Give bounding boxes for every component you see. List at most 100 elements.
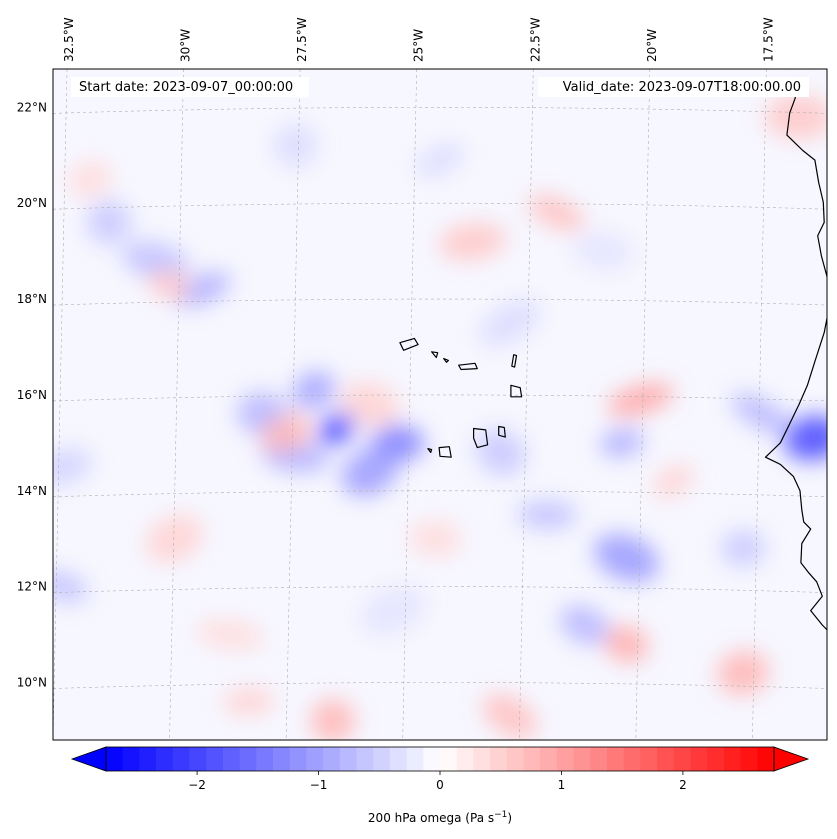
lat-tick-label: 18°N xyxy=(17,292,47,306)
omega-blob xyxy=(340,381,400,428)
colorbar-swatch xyxy=(707,747,725,771)
colorbar-swatch xyxy=(623,747,641,771)
omega-blob xyxy=(783,415,827,461)
omega-blob xyxy=(361,586,426,635)
meridian-line xyxy=(169,69,184,740)
omega-blob xyxy=(68,160,112,199)
omega-blob xyxy=(482,693,537,739)
omega-blob xyxy=(409,520,462,557)
omega-blob xyxy=(260,414,312,453)
lon-tick-label: 17.5°W xyxy=(761,17,775,62)
omega-blob xyxy=(517,500,578,529)
omega-blob xyxy=(222,687,275,716)
colorbar-swatch xyxy=(139,747,157,771)
colorbar-tick-label: 0 xyxy=(436,778,444,792)
lat-tick-label: 10°N xyxy=(17,675,47,689)
lat-tick-label: 12°N xyxy=(17,580,47,594)
colorbar-swatch xyxy=(673,747,691,771)
omega-blob xyxy=(717,650,769,696)
colorbar-swatch xyxy=(189,747,207,771)
omega-blob xyxy=(731,393,792,435)
longitude-ticks: 32.5°W 30°W 27.5°W 25°W 22.5°W 20°W 17.5°W xyxy=(62,17,775,62)
island-outline xyxy=(443,357,449,363)
colorbar-swatch xyxy=(206,747,224,771)
colorbar-swatch xyxy=(122,747,140,771)
island-outline xyxy=(427,448,433,453)
valid-date-box xyxy=(538,77,809,97)
latitude-ticks: 10°N 12°N 14°N 16°N 18°N 20°N 22°N xyxy=(17,100,47,689)
lon-tick-label: 25°W xyxy=(412,29,426,62)
colorbar-swatch xyxy=(323,747,341,771)
omega-blob xyxy=(528,194,585,231)
colorbar-swatch xyxy=(556,747,575,771)
colorbar-swatch xyxy=(172,747,190,771)
omega-blob xyxy=(438,223,507,260)
meridian-line xyxy=(635,69,651,740)
lat-tick-label: 22°N xyxy=(17,100,47,114)
omega-blob xyxy=(53,447,92,486)
omega-blob xyxy=(53,571,88,603)
island-outline xyxy=(431,351,439,359)
parallel-line xyxy=(53,394,827,402)
lat-tick-label: 16°N xyxy=(17,388,47,402)
colorbar-swatch xyxy=(440,747,458,771)
colorbar-swatch xyxy=(306,747,324,771)
colorbar-tick-label: −2 xyxy=(188,778,206,792)
omega-blob xyxy=(147,270,192,300)
cape-verde-islands xyxy=(399,337,523,458)
map-area: Start date: 2023-09-07_00:00:00 Valid_da… xyxy=(52,68,828,741)
colorbar-swatch xyxy=(256,747,274,771)
africa-coastline xyxy=(764,77,827,631)
colorbar-swatch xyxy=(607,747,625,771)
omega-blob xyxy=(317,411,358,446)
lat-tick-label: 20°N xyxy=(17,196,47,210)
colorbar-swatch xyxy=(690,747,708,771)
omega-blob xyxy=(416,142,464,178)
omega-blob xyxy=(765,94,827,139)
colorbar-swatch xyxy=(757,747,775,771)
colorbar-swatch xyxy=(156,747,174,771)
omega-blob xyxy=(174,272,231,307)
colorbar-swatch xyxy=(590,747,608,771)
parallel-line xyxy=(53,490,827,498)
omega-blob xyxy=(196,619,264,650)
colorbar-swatch xyxy=(540,747,558,771)
colorbar-swatch xyxy=(273,747,291,771)
colorbar-swatch xyxy=(506,747,524,771)
omega-blob xyxy=(600,428,644,458)
colorbar-swatch xyxy=(640,747,658,771)
meridian-line xyxy=(402,69,417,740)
colorbar-swatch xyxy=(389,747,408,771)
colorbar-swatch xyxy=(339,747,357,771)
omega-blob xyxy=(122,241,189,281)
colorbar-swatch xyxy=(573,747,591,771)
omega-blob xyxy=(292,371,336,410)
gridlines xyxy=(53,69,827,740)
meridian-line xyxy=(53,69,68,740)
colorbar-tick-label: −1 xyxy=(310,778,328,792)
island-outline xyxy=(473,427,489,449)
lon-tick-label: 27.5°W xyxy=(295,17,309,62)
colorbar-tick-label: 1 xyxy=(558,778,566,792)
parallel-line xyxy=(53,682,827,689)
omega-blob xyxy=(341,447,399,496)
omega-blob xyxy=(593,533,660,582)
island-outline xyxy=(458,362,478,371)
lat-tick-label: 14°N xyxy=(17,484,47,498)
omega-blob xyxy=(604,625,649,663)
start-date-label: Start date: 2023-09-07_00:00:00 xyxy=(79,80,293,95)
lon-tick-label: 32.5°W xyxy=(62,17,76,62)
colorbar-swatch xyxy=(456,747,474,771)
colorbar-swatch xyxy=(657,747,675,771)
omega-blob xyxy=(479,299,541,347)
colorbar-swatch xyxy=(239,747,257,771)
coastline-path xyxy=(764,77,827,631)
island-outline xyxy=(438,446,452,458)
omega-blob xyxy=(86,200,131,245)
colorbar-swatch xyxy=(373,747,391,771)
meridian-line xyxy=(518,69,534,740)
colorbar-swatch xyxy=(473,747,491,771)
omega-blob xyxy=(573,232,633,270)
colorbar-swatch xyxy=(740,747,758,771)
